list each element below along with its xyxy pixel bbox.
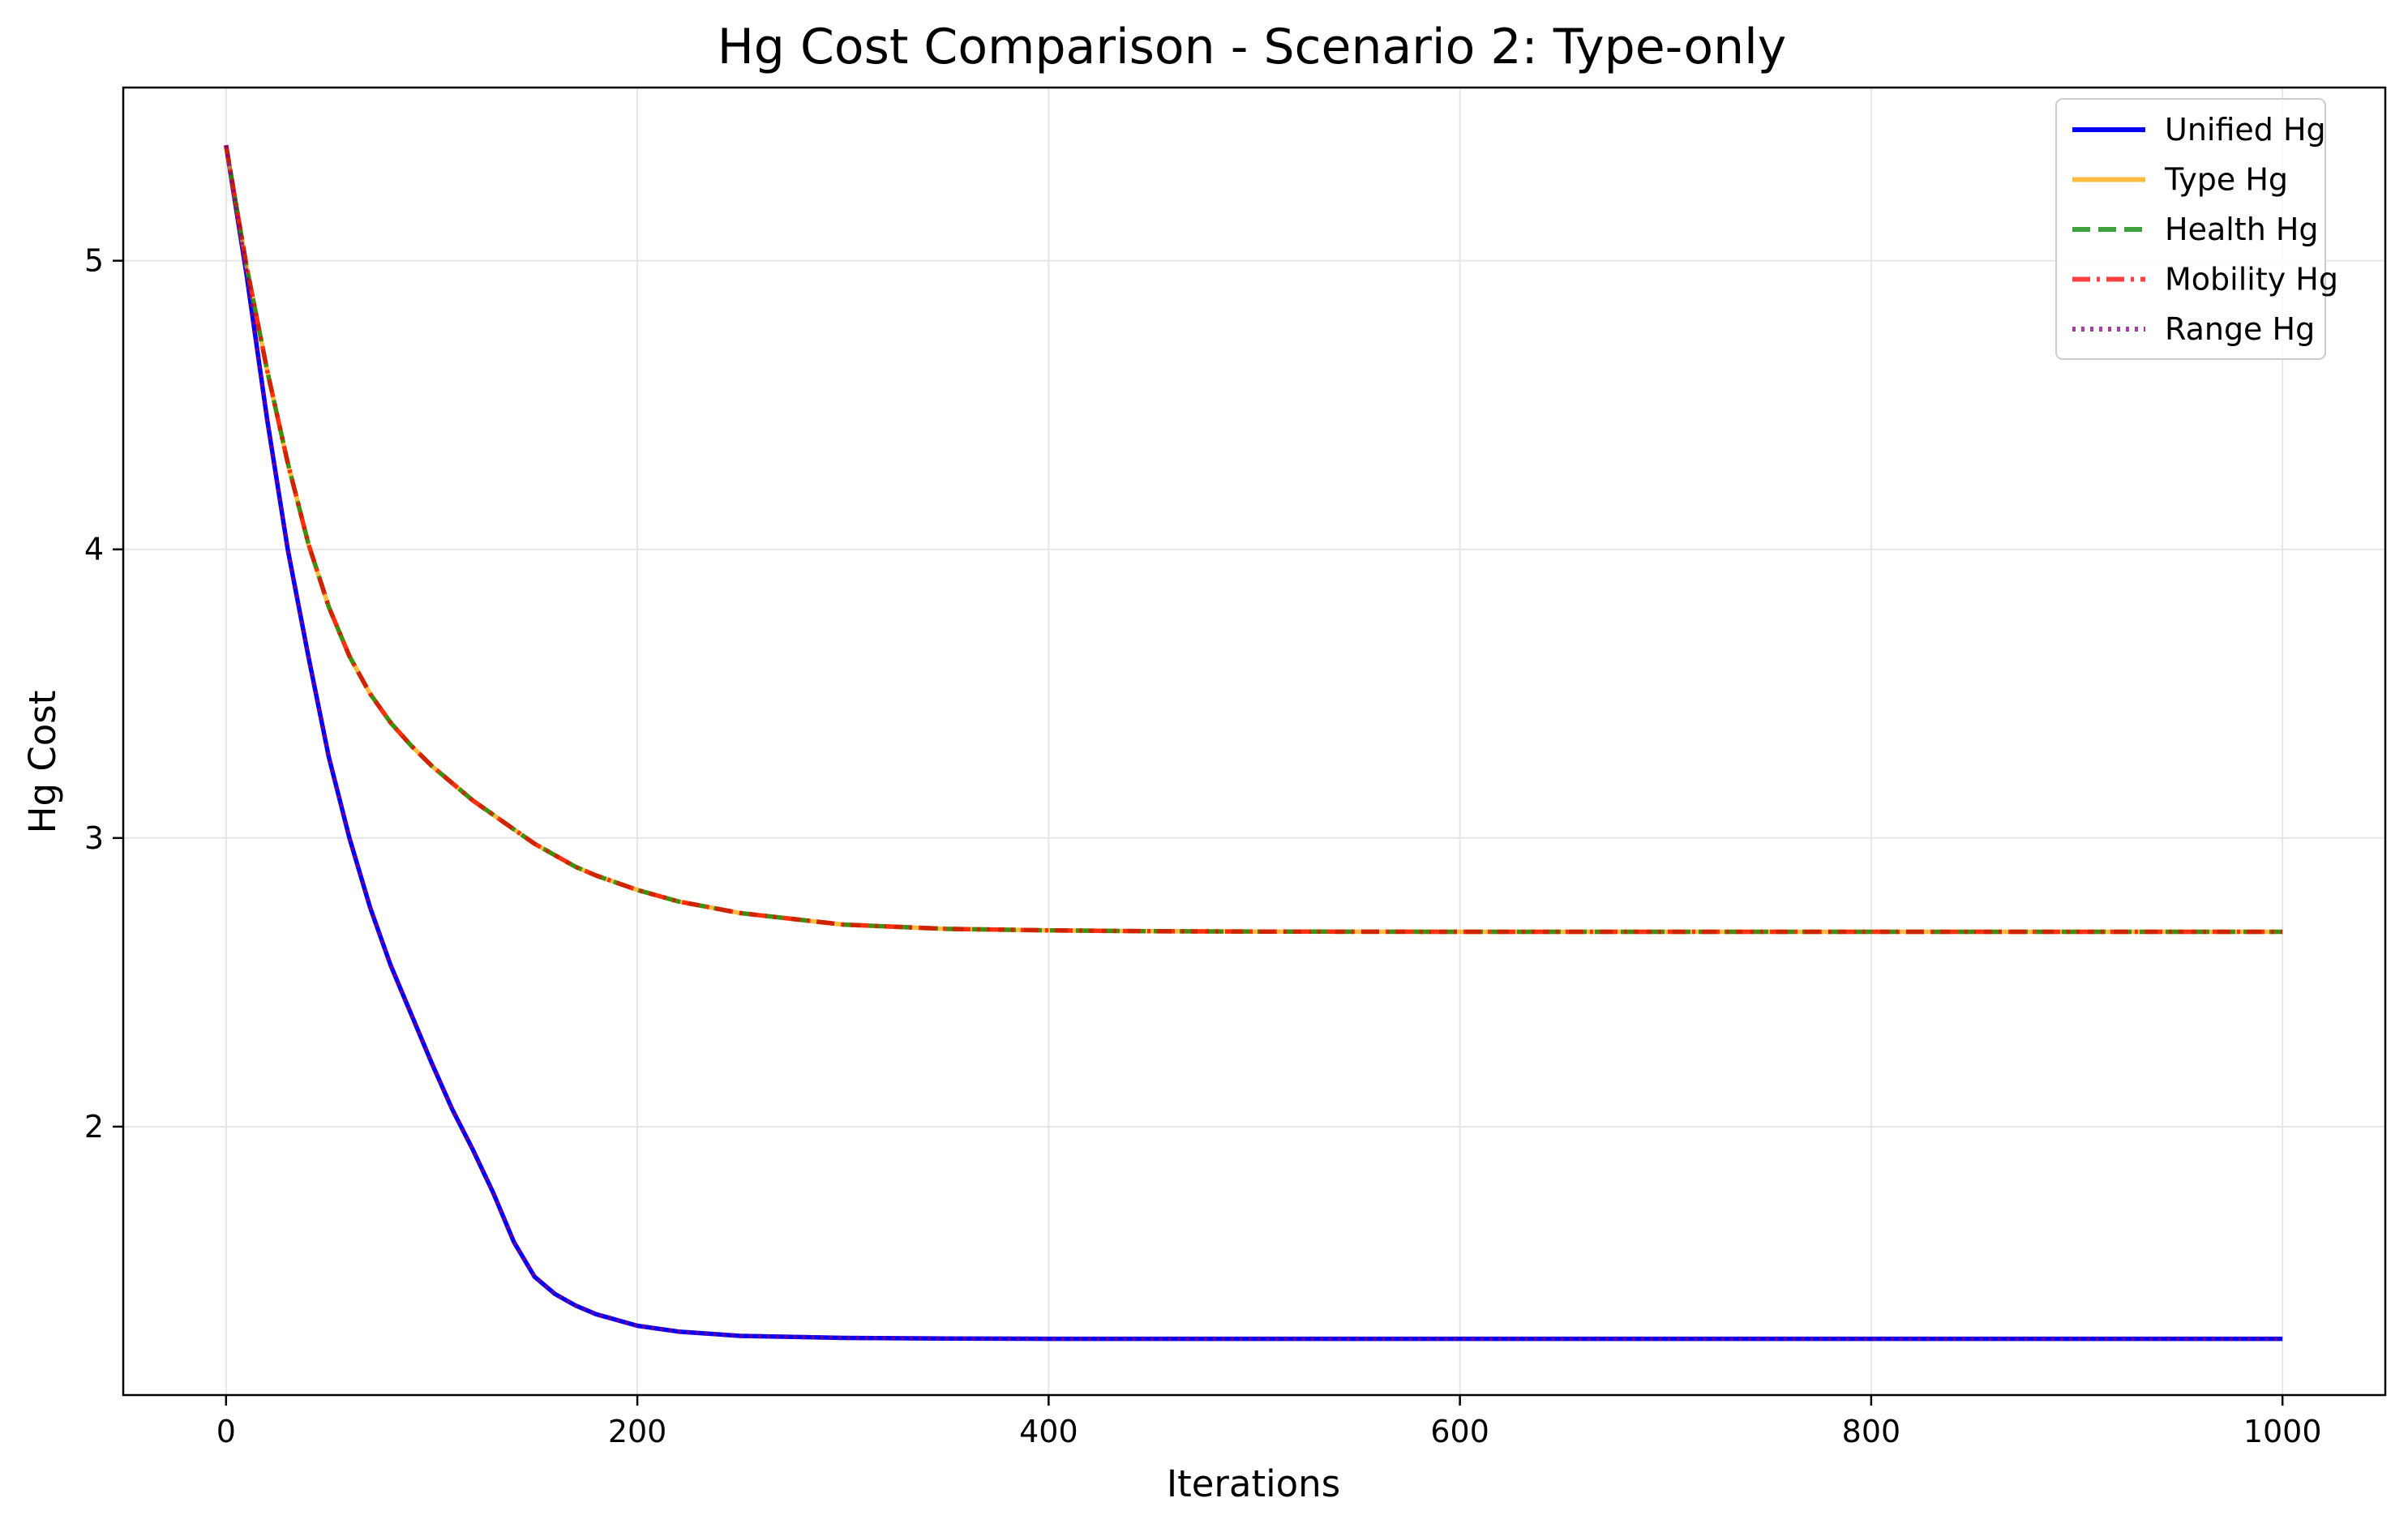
series-line-health-hg — [224, 144, 2283, 935]
y-tick-label: 4 — [84, 532, 104, 567]
x-tick-label: 600 — [1430, 1414, 1489, 1449]
x-tick-label: 800 — [1842, 1414, 1901, 1449]
legend-label: Type Hg — [2164, 162, 2288, 198]
series-line-range-hg — [224, 144, 2283, 1342]
x-axis-label: Iterations — [1167, 1462, 1340, 1505]
series-layer — [224, 144, 2283, 1342]
chart-title: Hg Cost Comparison - Scenario 2: Type-on… — [718, 19, 1787, 75]
legend-box — [2055, 98, 2326, 360]
y-tick-label: 3 — [84, 820, 104, 856]
legend-label: Health Hg — [2165, 212, 2319, 247]
ticks-layer: 0 200 400 600 800 1000 2 3 4 5 — [84, 243, 2322, 1449]
legend: Unified Hg Type Hg Health Hg Mobility Hg Ran… — [2055, 98, 2338, 360]
x-tick-label: 400 — [1019, 1414, 1078, 1449]
legend-label: Range Hg — [2165, 311, 2315, 347]
x-tick-label: 0 — [216, 1414, 236, 1449]
legend-label: Unified Hg — [2165, 112, 2326, 148]
x-tick-label: 200 — [608, 1414, 667, 1449]
series-line-type-hg — [224, 144, 2283, 935]
series-line-mobility-hg — [224, 144, 2283, 935]
y-tick-label: 2 — [84, 1109, 104, 1145]
plot-frame — [122, 86, 2387, 1397]
x-tick-label: 1000 — [2243, 1414, 2322, 1449]
y-axis-label: Hg Cost — [21, 691, 64, 834]
series-line-unified-hg — [224, 144, 2283, 1342]
grid-layer — [123, 88, 2385, 1395]
legend-label: Mobility Hg — [2165, 262, 2338, 297]
y-tick-label: 5 — [84, 243, 104, 279]
